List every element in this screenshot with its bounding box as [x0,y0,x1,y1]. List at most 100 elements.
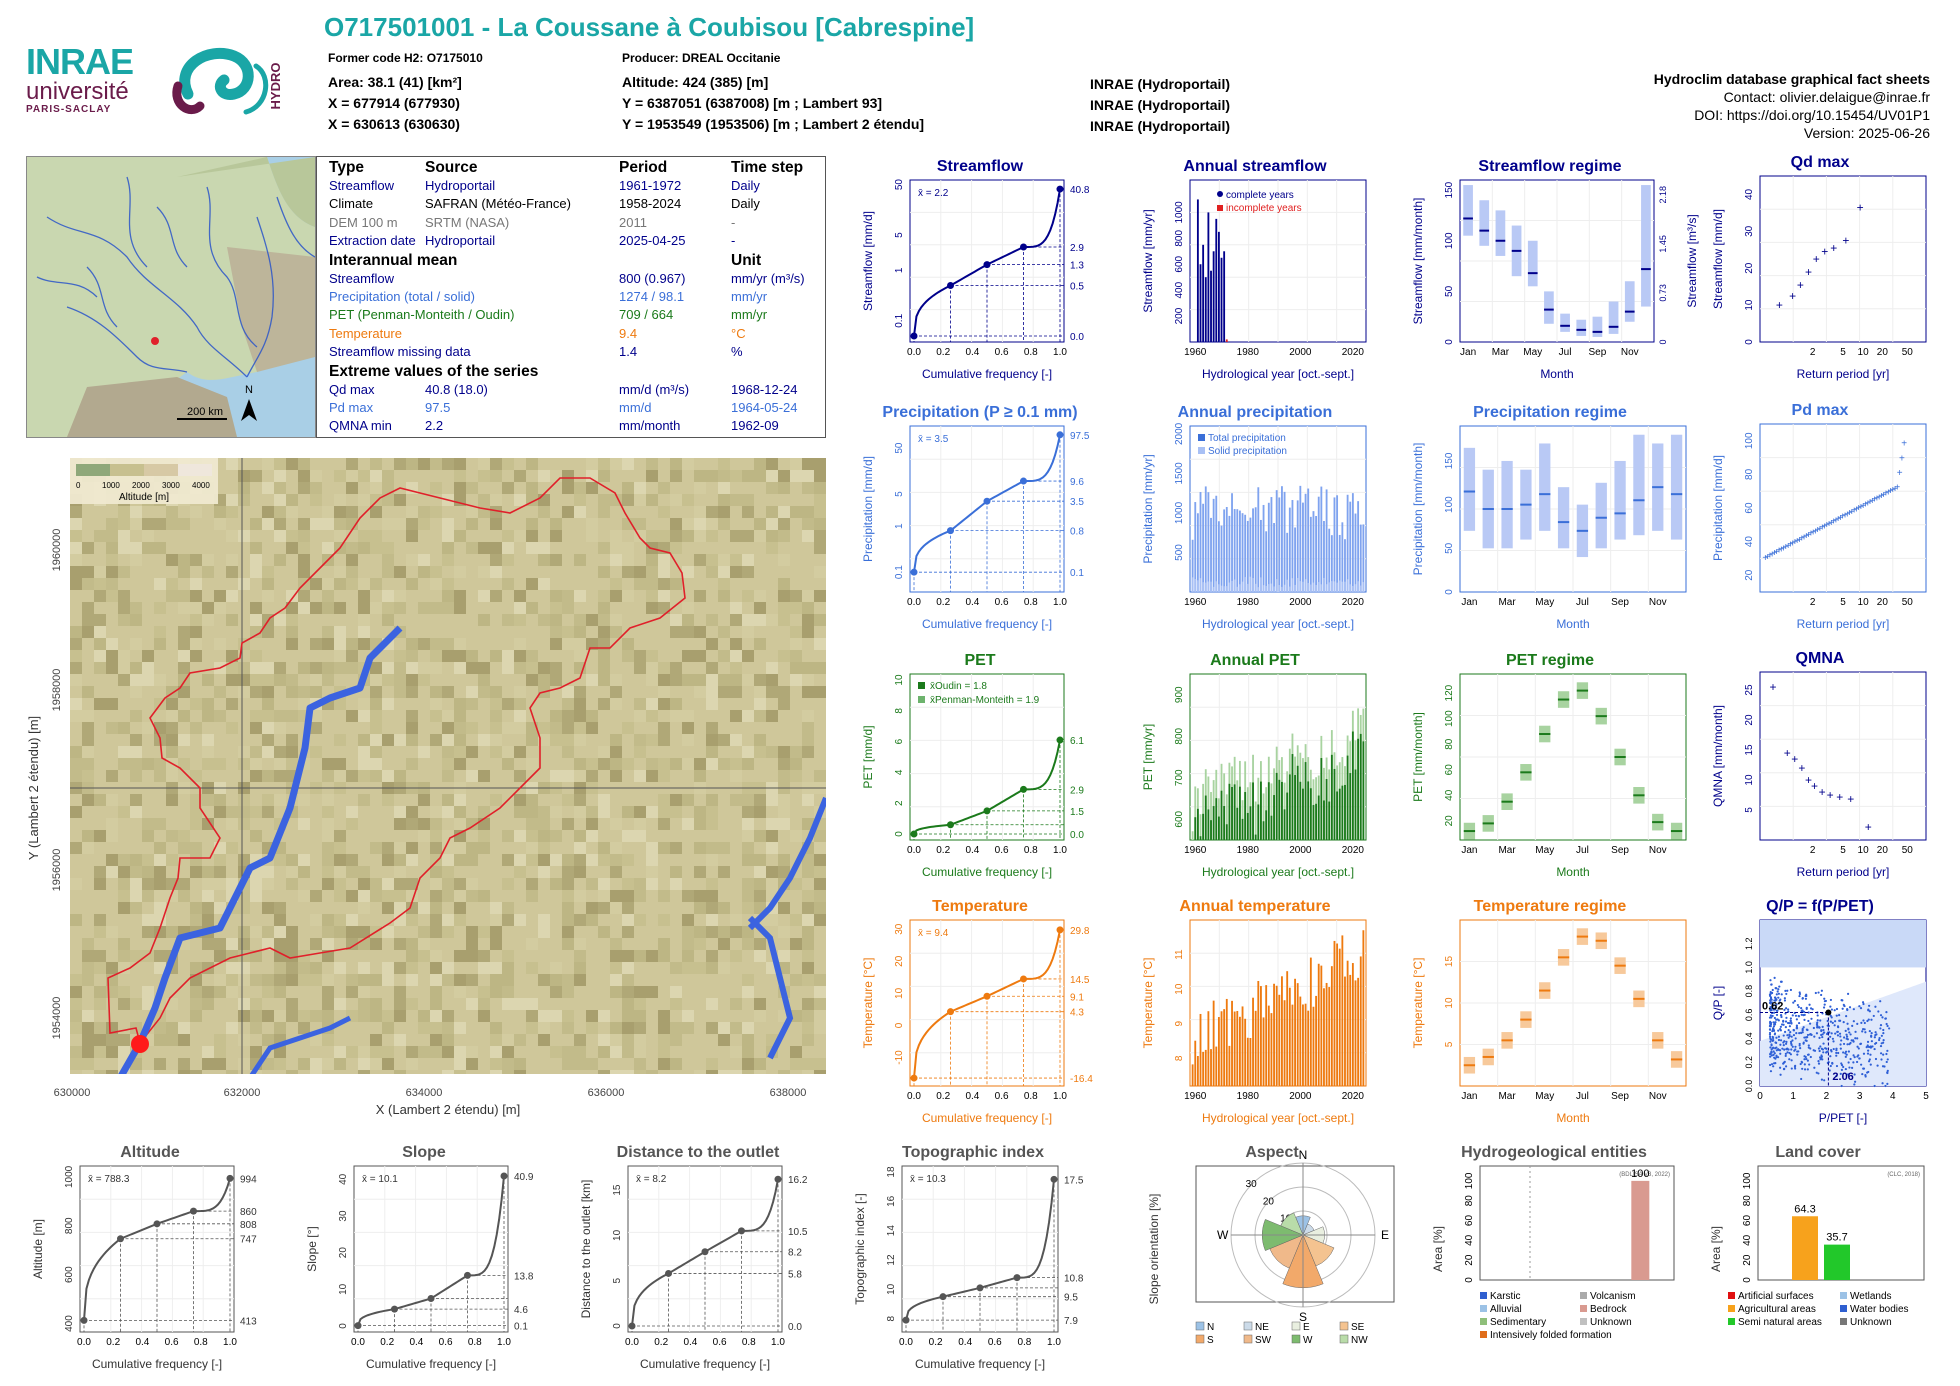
terrain-cell [574,686,586,698]
quantile-value-label: 4.3 [1070,1008,1084,1019]
terrain-cell [334,890,346,902]
terrain-cell [502,458,514,470]
terrain-cell [142,986,154,998]
terrain-cell [502,722,514,734]
terrain-cell [250,1010,262,1022]
terrain-cell [70,1010,82,1022]
bar [1346,755,1349,840]
terrain-cell [514,1058,526,1070]
data-point [1773,1011,1776,1014]
bar [1270,783,1273,840]
terrain-cell [706,638,718,650]
terrain-cell [706,1058,718,1070]
data-point [1797,1014,1800,1018]
data-point [1770,983,1773,986]
terrain-cell [430,998,442,1010]
terrain-cell [622,458,634,470]
data-point [1829,1020,1832,1023]
legend-label: S [1207,1335,1214,1346]
data-point [1840,1039,1843,1042]
data-point [1805,1006,1808,1009]
station-location-marker [151,337,159,345]
terrain-cell [682,650,694,662]
bar [1288,987,1291,1086]
data-point: + [1794,536,1800,547]
mean-label: x̄ = 788.3 [88,1174,130,1185]
terrain-cell [202,674,214,686]
bar [1204,486,1207,592]
data-point [1789,988,1793,992]
x-tick-label: 2 [1810,845,1816,856]
x-tick-label: 0.4 [409,1337,423,1348]
terrain-cell [814,494,826,506]
terrain-cell [346,458,358,470]
bar [1315,995,1318,1086]
terrain-cell [742,926,754,938]
terrain-cell [802,626,814,638]
data-point: + [1865,820,1872,834]
y-axis-label: Slope [°] [305,1226,319,1272]
data-point [1840,1068,1844,1071]
terrain-cell [598,758,610,770]
data-point [1782,1067,1786,1071]
bar [1254,801,1257,840]
quantile-value-label: 40.8 [1070,185,1090,196]
terrain-cell [562,890,574,902]
data-point: + [1824,520,1830,531]
terrain-cell [766,818,778,830]
terrain-cell [778,650,790,662]
y-tick-label: 15 [612,1184,623,1196]
data-point [1768,1033,1772,1036]
terrain-cell [706,566,718,578]
terrain-cell [310,914,322,926]
data-point [1790,1022,1793,1025]
terrain-cell [802,710,814,722]
data-point [1784,1065,1788,1068]
terrain-cell [622,986,634,998]
x-tick-label: 10 [1858,347,1870,358]
data-point: + [1785,541,1791,552]
data-point [1819,1019,1822,1022]
terrain-cell [634,770,646,782]
col-type: Type [329,159,365,176]
terrain-cell [814,506,826,518]
data-point: + [1776,298,1783,312]
y-axis-label: Q/P [-] [1711,986,1725,1020]
row-step: - [731,214,736,230]
terrain-cell [70,578,82,590]
bar [1191,1064,1194,1086]
terrain-cell [526,518,538,530]
terrain-cell [598,842,610,854]
terrain-cell [94,650,106,662]
terrain-cell [610,986,622,998]
bar [1328,987,1331,1086]
terrain-cell [490,1046,502,1058]
quantile-value-label: 3.5 [1070,497,1084,508]
data-point [1774,1006,1778,1009]
terrain-cell [814,830,826,842]
terrain-cell [718,482,730,494]
terrain-cell [622,566,634,578]
terrain-cell [634,1058,646,1070]
terrain-cell [634,494,646,506]
terrain-cell [706,686,718,698]
terrain-cell [382,890,394,902]
terrain-cell [166,722,178,734]
terrain-cell [586,806,598,818]
terrain-cell [562,902,574,914]
terrain-cell [442,806,454,818]
terrain-cell [514,470,526,482]
data-point [1792,1028,1795,1032]
data-point [1829,1014,1832,1017]
x-tick-label: 0.2 [654,1337,668,1348]
bar [1307,488,1310,592]
legend-label: NW [1351,1335,1368,1346]
terrain-cell [790,938,802,950]
box [1463,447,1476,531]
terrain-cell [370,1034,382,1046]
table-row: PET (Penman-Monteith / Oudin) 709 / 664 mm… [327,306,835,324]
terrain-cell [574,638,586,650]
terrain-cell [562,638,574,650]
terrain-cell [310,1058,322,1070]
terrain-cell [550,734,562,746]
